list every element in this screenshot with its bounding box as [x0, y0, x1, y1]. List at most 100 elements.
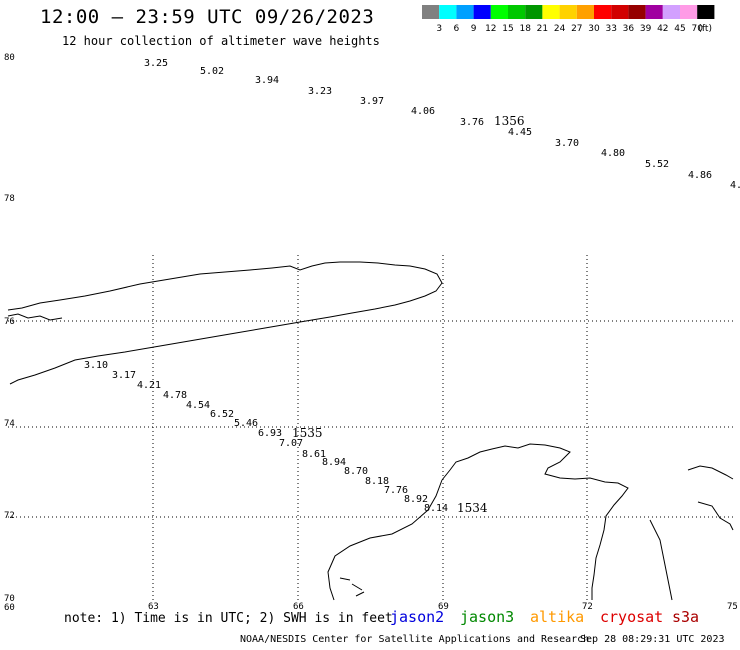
wave-height-label: 8.61: [302, 449, 326, 460]
color-scale-label: 42: [657, 24, 668, 33]
color-scale-label: 27: [571, 24, 582, 33]
color-scale-swatch: [645, 5, 663, 19]
color-scale-label: 36: [623, 24, 635, 33]
color-scale-label: 30: [588, 24, 600, 33]
color-scale-swatch: [628, 5, 646, 19]
color-scale-swatch: [680, 5, 698, 19]
pass-time-label: 1534: [457, 501, 488, 515]
satellite-legend-jason3: jason3: [460, 608, 515, 626]
lon-label-66: 66: [293, 602, 304, 612]
lon-label-60: 60: [4, 603, 15, 613]
track-1534: 1534: [457, 501, 488, 515]
wave-height-label: 3.76: [460, 117, 484, 128]
wave-height-label: 4.78: [163, 390, 187, 401]
color-scale-swatch: [525, 5, 543, 19]
color-scale-swatch: [594, 5, 612, 19]
lat-label-70: 70: [4, 594, 15, 604]
color-scale-swatch: [662, 5, 680, 19]
color-scale-swatch: [473, 5, 491, 19]
satellite-legend-altika: altika: [530, 608, 585, 626]
color-scale-swatch: [559, 5, 577, 19]
satellite-legend-s3a: s3a: [672, 608, 700, 626]
wave-height-label: 5.02: [200, 66, 224, 77]
wave-height-label: 4.80: [601, 148, 625, 159]
wave-height-label: 5.52: [645, 159, 669, 170]
wave-height-label: 8.14: [424, 503, 448, 514]
lon-label-69: 69: [438, 602, 449, 612]
color-scale-label: 15: [502, 24, 513, 33]
color-scale-label: 24: [554, 24, 566, 33]
color-scale-label: 45: [674, 24, 685, 33]
coastline-east-arm2: [697, 501, 734, 531]
coastline-south: [327, 479, 443, 601]
wave-height-label: 3.94: [255, 75, 279, 86]
color-scale-swatch: [576, 5, 594, 19]
color-scale-label: 21: [537, 24, 548, 33]
color-scale-label: 12: [485, 24, 496, 33]
color-scale-swatch: [611, 5, 629, 19]
lon-label-63: 63: [148, 602, 159, 612]
lat-label-76: 76: [4, 317, 15, 327]
wave-height-label: 3.25: [144, 58, 168, 69]
wave-height-label: 4.45: [508, 127, 532, 138]
pass-time-label: 1535: [292, 426, 323, 440]
color-scale-swatch: [508, 5, 526, 19]
lat-label-72: 72: [4, 511, 15, 521]
wave-height-label: 8.18: [365, 476, 389, 487]
wave-height-label: 7.07: [279, 438, 303, 449]
color-scale-swatch: [542, 5, 560, 19]
color-scale-label: 6: [454, 24, 460, 33]
lon-label-72: 72: [582, 602, 593, 612]
map-title: 12:00 – 23:59 UTC 09/26/2023: [40, 6, 375, 28]
generated-timestamp: Sep 28 08:29:31 UTC 2023: [580, 634, 725, 645]
wave-height-label: 8.70: [344, 466, 368, 477]
color-scale-label: 18: [519, 24, 531, 33]
wave-height-label: 6.52: [210, 409, 234, 420]
track-1356: 3.25 5.02 3.94 3.23 3.97 4.06 3.76 1356 …: [144, 58, 740, 191]
wave-height-label: 3.97: [360, 96, 384, 107]
wave-height-label: 3.70: [555, 138, 579, 149]
color-scale-swatch: [439, 5, 457, 19]
wave-height-color-scale: 3 6 9 12 15 18 21 24 27 30 33 36 39 42 45 70(ft): [422, 5, 715, 33]
satellite-legend-jason2: jason2: [390, 608, 445, 626]
coastline-south-islands: [339, 577, 365, 597]
coastlines: [7, 261, 734, 601]
satellite-legend-cryosat: cryosat: [600, 608, 664, 626]
wave-height-label: 4.: [730, 180, 740, 191]
wave-height-label: 7.76: [384, 485, 408, 496]
color-scale-swatch: [422, 5, 440, 19]
wave-height-label: 3.23: [308, 86, 332, 97]
wave-height-label: 4.21: [137, 380, 161, 391]
color-scale-unit: (ft): [698, 24, 712, 33]
wave-height-label: 4.54: [186, 400, 210, 411]
wave-height-label: 4.86: [688, 170, 712, 181]
track-1535: 3.10 3.17 4.21 4.78 4.54 6.52 5.46 6.93 …: [84, 360, 448, 514]
color-scale-label: 70: [691, 24, 703, 33]
color-scale-label: 9: [471, 24, 477, 33]
lat-label-78: 78: [4, 194, 15, 204]
coastline-east-arm: [687, 465, 734, 480]
coastline-east: [441, 443, 629, 600]
color-scale-label: 3: [436, 24, 442, 33]
lat-label-80: 80: [4, 53, 15, 63]
wave-height-label: 5.46: [234, 418, 258, 429]
lon-label-75: 75: [727, 602, 738, 612]
color-scale-swatch: [697, 5, 715, 19]
wave-height-label: 3.10: [84, 360, 108, 371]
wave-height-label: 8.94: [322, 457, 346, 468]
wave-height-label: 3.17: [112, 370, 136, 381]
map-subtitle: 12 hour collection of altimeter wave hei…: [62, 34, 380, 48]
coastline-north-inlet: [7, 313, 63, 321]
pass-time-label: 1356: [494, 114, 525, 128]
graticule: [8, 255, 733, 600]
coastline-north: [7, 261, 443, 385]
wave-height-label: 4.06: [411, 106, 435, 117]
footnote: note: 1) Time is in UTC; 2) SWH is in fe…: [64, 611, 393, 626]
lat-label-74: 74: [4, 419, 15, 429]
color-scale-label: 33: [605, 24, 616, 33]
color-scale-swatch: [490, 5, 508, 19]
wave-height-label: 6.93: [258, 428, 282, 439]
coastline-far-east: [649, 519, 673, 601]
color-scale-label: 39: [640, 24, 652, 33]
